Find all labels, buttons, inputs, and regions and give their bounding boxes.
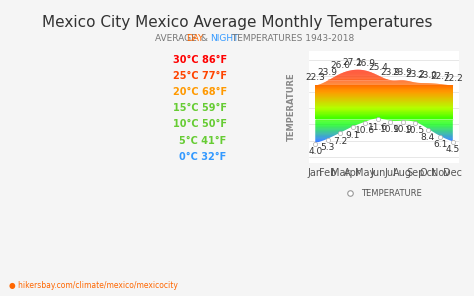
Text: &: & — [198, 34, 211, 43]
Text: 25°C 77°F: 25°C 77°F — [173, 71, 227, 81]
Text: DAY: DAY — [186, 34, 204, 43]
Text: NIGHT: NIGHT — [210, 34, 238, 43]
Text: 26.9: 26.9 — [356, 59, 375, 67]
Text: 10°C 50°F: 10°C 50°F — [173, 120, 227, 129]
Text: 27.1: 27.1 — [343, 58, 363, 67]
Text: 10.9: 10.9 — [393, 125, 413, 134]
Text: 25.4: 25.4 — [368, 63, 388, 73]
Text: 10.6: 10.6 — [355, 126, 375, 135]
Text: 30°C 86°F: 30°C 86°F — [173, 55, 227, 65]
Text: 9.1: 9.1 — [346, 131, 360, 140]
Text: 22.3: 22.3 — [305, 73, 325, 82]
Text: 23.9: 23.9 — [380, 68, 400, 77]
Text: 23.2: 23.2 — [405, 70, 425, 79]
Text: 6.1: 6.1 — [433, 140, 447, 149]
Text: 7.2: 7.2 — [333, 137, 347, 146]
Text: AVERAGE: AVERAGE — [155, 34, 200, 43]
Text: 11.6: 11.6 — [368, 123, 388, 131]
Text: TEMPERATURE: TEMPERATURE — [287, 73, 296, 141]
Text: 22.2: 22.2 — [443, 74, 463, 83]
Text: 22.7: 22.7 — [430, 72, 450, 81]
Text: TEMPERATURES 1943-2018: TEMPERATURES 1943-2018 — [229, 34, 355, 43]
Text: 20°C 68°F: 20°C 68°F — [173, 87, 227, 97]
Text: 5°C 41°F: 5°C 41°F — [179, 136, 227, 146]
Text: 23.9: 23.9 — [393, 68, 413, 77]
Text: 10.9: 10.9 — [380, 125, 401, 134]
Text: 4.5: 4.5 — [446, 145, 460, 154]
Text: 23.0: 23.0 — [418, 71, 438, 80]
Text: 23.9: 23.9 — [318, 68, 338, 77]
Text: 15°C 59°F: 15°C 59°F — [173, 103, 227, 113]
Text: 26.0: 26.0 — [330, 62, 350, 70]
Text: ● hikersbay.com/climate/mexico/mexicocity: ● hikersbay.com/climate/mexico/mexicocit… — [9, 281, 178, 290]
Text: 8.4: 8.4 — [420, 133, 435, 142]
Legend: TEMPERATURE: TEMPERATURE — [343, 186, 425, 202]
Text: 5.3: 5.3 — [320, 143, 335, 152]
Text: 0°C 32°F: 0°C 32°F — [179, 152, 227, 162]
Text: Mexico City Mexico Average Monthly Temperatures: Mexico City Mexico Average Monthly Tempe… — [42, 15, 432, 30]
Text: 4.0: 4.0 — [308, 147, 322, 156]
Text: 10.5: 10.5 — [405, 126, 425, 135]
